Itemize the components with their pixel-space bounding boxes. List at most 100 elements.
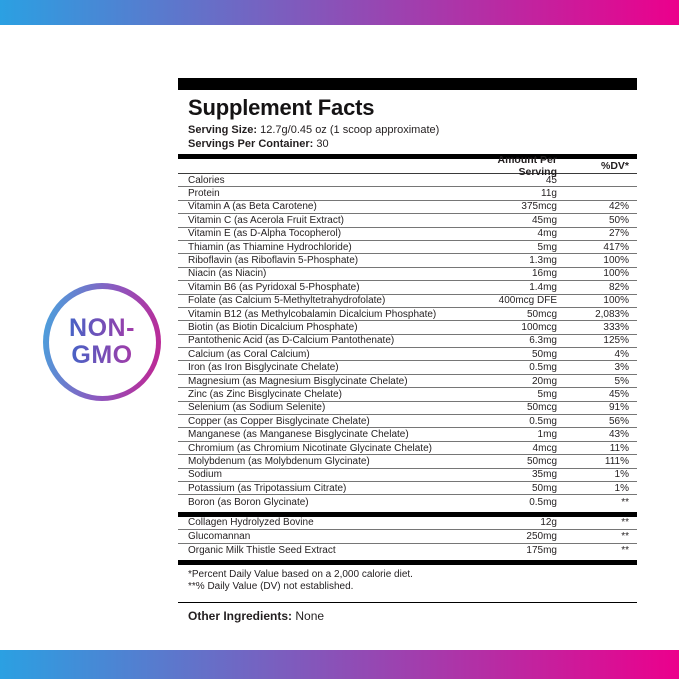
row-amount: 375mcg: [521, 201, 557, 213]
row-amount: 0.5mg: [529, 496, 557, 508]
row-amount: 12g: [540, 517, 557, 529]
row-dv: 3%: [614, 362, 629, 374]
row-amount: 45: [545, 174, 557, 186]
row-dv: **: [621, 544, 629, 556]
row-amount: 45mg: [531, 214, 557, 226]
row-dv: 5%: [614, 375, 629, 387]
thick-divider-2: [178, 511, 637, 517]
row-dv: 417%: [603, 241, 629, 253]
bottom-gradient-bar: [0, 650, 679, 679]
row-name: Sodium: [188, 469, 222, 481]
badge-text-line2: GMO: [71, 341, 133, 369]
row-amount: 16mg: [531, 268, 557, 280]
table-row: Boron (as Boron Glycinate) 0.5mg **: [178, 495, 637, 508]
panel-top-black-bar: [178, 78, 637, 90]
thick-divider-3: [178, 559, 637, 565]
other-compound-rows: Collagen Hydrolyzed Bovine 12g ** Glucom…: [178, 517, 637, 557]
table-row: Folate (as Calcium 5-Methyltetrahydrofol…: [178, 295, 637, 308]
row-amount: 50mcg: [526, 402, 557, 414]
row-amount: 250mg: [526, 530, 557, 542]
row-amount: 0.5mg: [529, 362, 557, 374]
footnotes: *Percent Daily Value based on a 2,000 ca…: [188, 565, 629, 597]
row-dv: 45%: [608, 388, 629, 400]
other-ingredients-divider: [178, 601, 637, 604]
row-dv: 111%: [604, 455, 629, 467]
row-amount: 100mcg: [521, 321, 557, 333]
table-header-row: Amount Per Serving %DV*: [178, 154, 637, 178]
row-name: Magnesium (as Magnesium Bisglycinate Che…: [188, 375, 408, 387]
row-dv: 91%: [608, 402, 629, 414]
row-dv: 43%: [608, 429, 629, 441]
servings-value: 30: [316, 137, 329, 150]
row-amount: 6.3mg: [529, 335, 557, 347]
row-name: Calcium (as Coral Calcium): [188, 348, 310, 360]
row-name: Niacin (as Niacin): [188, 268, 267, 280]
row-dv: 2,083%: [595, 308, 629, 320]
table-row: Vitamin B6 (as Pyridoxal 5-Phosphate) 1.…: [178, 281, 637, 295]
table-row: Calcium (as Coral Calcium) 50mg 4%: [178, 348, 637, 362]
row-name: Copper (as Copper Bisglycinate Chelate): [188, 415, 370, 427]
row-dv: 27%: [608, 228, 629, 240]
row-dv: 333%: [603, 321, 629, 333]
footnote-daily-value: *Percent Daily Value based on a 2,000 ca…: [188, 568, 413, 580]
table-row: Thiamin (as Thiamine Hydrochloride) 5mg …: [178, 241, 637, 255]
row-name: Manganese (as Manganese Bisglycinate Che…: [188, 429, 409, 441]
serving-size-value: 12.7g/0.45 oz (1 scoop approximate): [260, 124, 440, 136]
row-name: Protein: [188, 188, 220, 200]
table-row: Pantothenic Acid (as D-Calcium Pantothen…: [178, 335, 637, 349]
row-amount: 400mcg DFE: [498, 295, 557, 307]
table-row: Niacin (as Niacin) 16mg 100%: [178, 268, 637, 282]
row-name: Folate (as Calcium 5-Methyltetrahydrofol…: [188, 295, 386, 307]
row-name: Calories: [188, 174, 225, 186]
row-dv: 1%: [614, 469, 629, 481]
panel-content: Supplement Facts Serving Size: 12.7g/0.4…: [178, 95, 637, 623]
table-row: Vitamin C (as Acerola Fruit Extract) 45m…: [178, 214, 637, 228]
row-name: Thiamin (as Thiamine Hydrochloride): [188, 241, 352, 253]
table-row: Riboflavin (as Riboflavin 5-Phosphate) 1…: [178, 254, 637, 268]
table-row: Glucomannan 250mg **: [178, 530, 637, 544]
row-dv: **: [621, 496, 629, 508]
row-amount: 5mg: [537, 241, 557, 253]
row-dv: 1%: [614, 482, 629, 494]
column-header-dv: %DV*: [600, 160, 629, 172]
table-row: Vitamin A (as Beta Carotene) 375mcg 42%: [178, 201, 637, 215]
row-amount: 1.3mg: [529, 255, 557, 267]
row-name: Selenium (as Sodium Selenite): [188, 402, 326, 414]
table-row: Organic Milk Thistle Seed Extract 175mg …: [178, 544, 637, 557]
row-name: Potassium (as Tripotassium Citrate): [188, 482, 347, 494]
row-name: Biotin (as Biotin Dicalcium Phosphate): [188, 321, 358, 333]
servings-per-container-line: Servings Per Container: 30: [188, 138, 629, 152]
thick-divider-1: [178, 154, 637, 159]
table-row: Biotin (as Biotin Dicalcium Phosphate) 1…: [178, 321, 637, 335]
non-gmo-badge: NON- GMO: [43, 283, 161, 401]
top-gradient-bar: [0, 0, 679, 25]
row-amount: 20mg: [531, 375, 557, 387]
badge-text-line1: NON-: [69, 314, 135, 342]
row-amount: 5mg: [537, 388, 557, 400]
table-row: Sodium 35mg 1%: [178, 469, 637, 482]
row-amount: 50mg: [531, 482, 557, 494]
row-name: Iron (as Iron Bisglycinate Chelate): [188, 362, 339, 374]
row-dv: 100%: [603, 255, 629, 267]
table-row: Potassium (as Tripotassium Citrate) 50mg…: [178, 482, 637, 496]
row-dv: 100%: [603, 295, 629, 307]
serving-size-label: Serving Size:: [188, 124, 258, 136]
table-row: Iron (as Iron Bisglycinate Chelate) 0.5m…: [178, 361, 637, 375]
row-amount: 11g: [541, 188, 557, 200]
row-amount: 1mg: [537, 429, 557, 441]
row-amount: 4mcg: [532, 442, 557, 454]
row-amount: 50mcg: [526, 308, 557, 320]
row-dv: 50%: [608, 214, 629, 226]
row-name: Vitamin B6 (as Pyridoxal 5-Phosphate): [188, 281, 360, 293]
row-name: Zinc (as Zinc Bisglycinate Chelate): [188, 388, 342, 400]
row-dv: 42%: [608, 201, 629, 213]
row-dv: 56%: [608, 415, 629, 427]
table-row: Copper (as Copper Bisglycinate Chelate) …: [178, 415, 637, 429]
column-header-amount: Amount Per Serving: [497, 154, 557, 178]
other-ingredients-value: None: [295, 609, 325, 624]
row-dv: **: [621, 517, 629, 529]
table-row: Magnesium (as Magnesium Bisglycinate Che…: [178, 375, 637, 389]
row-dv: 82%: [608, 281, 629, 293]
row-name: Vitamin A (as Beta Carotene): [188, 201, 317, 213]
row-amount: 50mg: [531, 348, 557, 360]
